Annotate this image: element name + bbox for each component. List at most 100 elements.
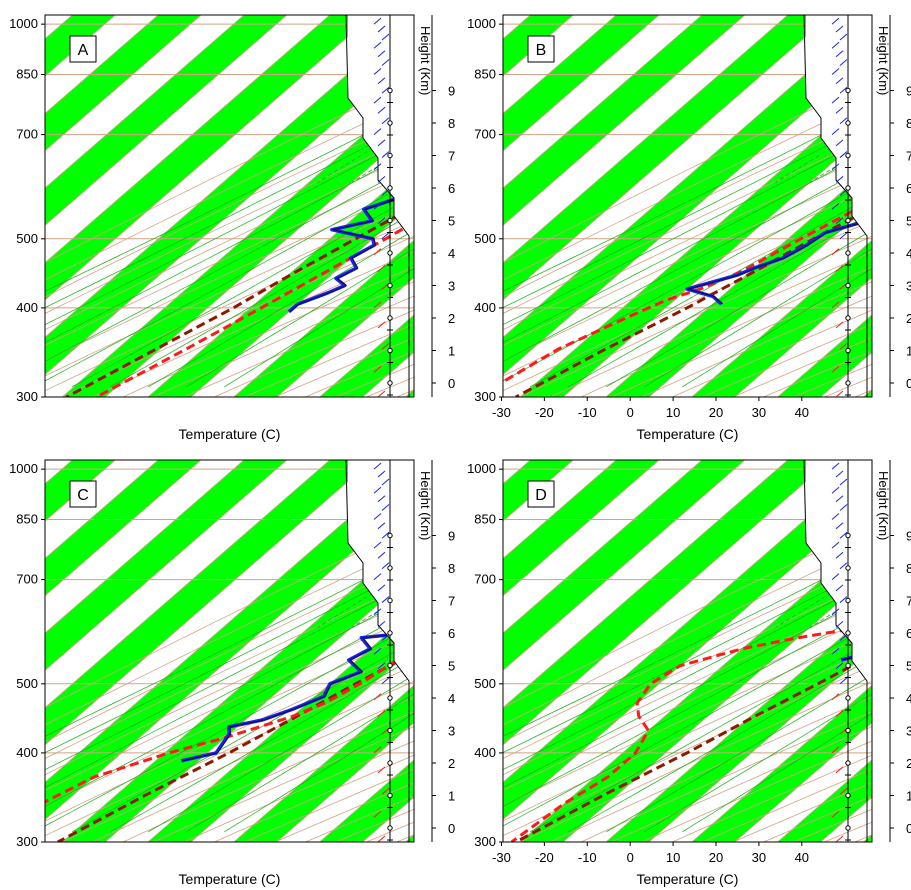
moist-adiabat: [110, 657, 414, 833]
height-marker: [845, 185, 851, 191]
dry-adiabat: [503, 598, 872, 776]
wind-barb: [835, 265, 844, 272]
height-marker: [845, 825, 851, 831]
wind-barb: [381, 342, 390, 350]
panel-label: A: [78, 42, 89, 59]
height-marker: [387, 792, 393, 799]
wind-barb: [377, 470, 386, 478]
height-marker: [845, 250, 851, 256]
wind-barb: [831, 202, 840, 210]
wind-barb: [839, 634, 848, 641]
height-marker: [387, 760, 393, 766]
wind-barb: [839, 787, 848, 795]
pressure-tick-label: 1000: [467, 461, 496, 476]
isotherm-line: [45, 460, 288, 671]
wind-barb: [377, 495, 386, 503]
dry-adiabat: [520, 235, 872, 397]
height-tick-label: 9: [448, 529, 455, 544]
wind-barb: [373, 693, 382, 701]
wind-barb: [831, 573, 840, 580]
height-tick-label: 2: [906, 311, 911, 326]
wind-barb: [377, 106, 386, 114]
wind-barb: [835, 835, 844, 843]
isotherm-line: [503, 15, 832, 301]
height-tick-label: 7: [906, 149, 911, 164]
height-tick-label: 8: [448, 116, 455, 131]
moist-adiabat: [503, 624, 872, 827]
height-tick-label: 4: [906, 691, 911, 706]
dry-adiabat: [92, 251, 414, 397]
height-marker: [387, 532, 393, 539]
dry-adiabat: [45, 80, 414, 264]
moist-adiabat: [148, 674, 414, 833]
moist-adiabat: [71, 640, 414, 833]
pressure-tick-label: 300: [474, 834, 496, 849]
dry-adiabat: [580, 266, 872, 397]
height-tick-label: 2: [448, 311, 455, 326]
height-marker: [845, 282, 851, 289]
isotherm-line: [147, 165, 414, 397]
height-marker: [387, 695, 393, 701]
dry-adiabat: [503, 562, 872, 743]
dewpoint-profile-edge: [289, 145, 414, 313]
height-tick-label: 3: [448, 279, 455, 294]
wind-barb: [839, 562, 848, 570]
isotherm-line: [45, 460, 414, 783]
wind-barb: [373, 513, 382, 520]
isotherm-line: [605, 610, 872, 842]
wind-barb: [377, 175, 386, 183]
height-tick-label: 5: [448, 659, 455, 674]
height-tick-label: 0: [906, 821, 911, 836]
x-axis-title: Temperature (C): [637, 871, 739, 887]
height-marker: [845, 565, 851, 571]
wind-barbs: [831, 17, 848, 398]
dry-adiabat: [45, 525, 414, 709]
moist-adiabat: [71, 195, 414, 388]
moist-adiabat: [606, 229, 872, 388]
moist-adiabat: [503, 594, 872, 788]
pressure-tick-label: 1000: [9, 461, 38, 476]
panel-label-box: [69, 35, 97, 63]
wind-barb: [835, 217, 844, 225]
height-tick-label: 8: [906, 561, 911, 576]
dry-adiabat: [503, 80, 872, 264]
pressure-tick-label: 300: [16, 389, 38, 404]
wind-barb: [377, 551, 386, 559]
height-tick-label: 6: [906, 181, 911, 196]
moist-adiabat: [110, 212, 414, 388]
height-tick-label: 6: [448, 181, 455, 196]
height-marker: [387, 87, 393, 94]
pressure-tick-label: 850: [474, 511, 496, 526]
diagram-mask: [806, 15, 874, 236]
isotherm-line: [61, 90, 414, 397]
panel-label-box: [527, 35, 555, 63]
wind-barb: [373, 541, 382, 549]
moist-adiabat: [45, 624, 414, 827]
parcel-profile: [515, 653, 872, 842]
panel-label-box: [527, 480, 555, 508]
moist-adiabat: [503, 149, 872, 343]
height-axis-title: Height (Km): [418, 26, 433, 95]
isotherm-line: [503, 15, 746, 226]
dry-adiabat: [611, 281, 872, 397]
wind-barb: [835, 522, 844, 530]
pressure-tick-label: 1000: [9, 16, 38, 31]
dry-adiabat: [45, 204, 414, 377]
wind-barb: [377, 217, 386, 225]
height-marker: [387, 217, 393, 224]
wind-barb: [839, 86, 848, 94]
dry-adiabat: [503, 117, 872, 298]
isotherm-line: [503, 460, 789, 709]
height-tick-label: 1: [448, 344, 455, 359]
isotherm-line: [906, 15, 911, 397]
x-axis-title: Temperature (C): [179, 426, 281, 442]
height-tick-label: 8: [906, 116, 911, 131]
temp-tick-label: 40: [795, 850, 809, 865]
height-marker: [845, 597, 851, 604]
moist-adiabat: [644, 693, 872, 833]
panel-label: C: [77, 487, 89, 504]
wind-barb: [373, 202, 382, 210]
wind-barb: [831, 163, 840, 171]
